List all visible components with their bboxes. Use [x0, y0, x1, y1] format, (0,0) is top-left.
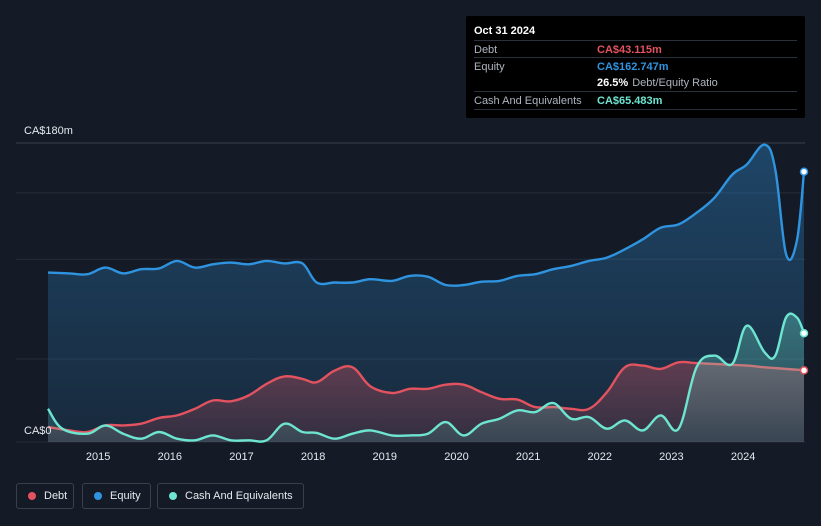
tooltip-cash-row: Cash And Equivalents CA$65.483m [474, 91, 797, 110]
legend-debt-dot [28, 492, 36, 500]
equity-area [48, 144, 804, 442]
legend-equity[interactable]: Equity [82, 483, 151, 509]
tooltip-debt-label: Debt [474, 44, 498, 56]
y-axis-min-label: CA$0 [24, 425, 52, 437]
x-tick-label: 2024 [730, 451, 756, 463]
equity-end-point [799, 167, 809, 176]
x-tick-label: 2022 [587, 451, 613, 463]
debt-end-point [799, 366, 809, 375]
legend-cash[interactable]: Cash And Equivalents [157, 483, 304, 509]
y-axis-max-label: CA$180m [24, 125, 73, 137]
tooltip-ratio-value: 26.5% Debt/Equity Ratio [597, 77, 718, 89]
tooltip-equity-row: Equity CA$162.747m [474, 57, 797, 75]
equity-line [47, 143, 806, 288]
tooltip-ratio-number: 26.5% [597, 77, 629, 89]
tooltip-equity-label: Equity [474, 61, 505, 73]
tooltip-panel: Oct 31 2024 Debt CA$43.115m Equity CA$16… [466, 16, 805, 118]
x-tick-label: 2016 [157, 451, 183, 463]
x-tick-label: 2018 [300, 451, 326, 463]
cash-end-point [799, 328, 809, 338]
tooltip-equity-value: CA$162.747m [597, 61, 669, 73]
cash-line [46, 312, 806, 443]
x-tick-label: 2020 [444, 451, 469, 463]
legend-cash-dot [169, 492, 177, 500]
tooltip-debt-value: CA$43.115m [597, 44, 662, 56]
tooltip-cash-label: Cash And Equivalents [474, 95, 582, 107]
tooltip-date: Oct 31 2024 [474, 25, 536, 37]
legend-equity-dot [94, 492, 102, 500]
tooltip-ratio-row: 26.5% Debt/Equity Ratio [474, 74, 797, 91]
x-tick-label: 2021 [515, 451, 541, 463]
tooltip-ratio-label: Debt/Equity Ratio [632, 77, 718, 89]
legend-cash-label: Cash And Equivalents [185, 490, 293, 502]
tooltip-debt-row: Debt CA$43.115m [474, 40, 797, 58]
x-tick-label: 2017 [229, 451, 254, 463]
x-tick-label: 2019 [372, 451, 398, 463]
cash-area [48, 313, 804, 442]
legend-debt[interactable]: Debt [16, 483, 74, 509]
tooltip-cash-value: CA$65.483m [597, 95, 663, 107]
legend-debt-label: Debt [44, 490, 68, 502]
legend-equity-label: Equity [110, 490, 141, 502]
x-tick-label: 2023 [659, 451, 684, 463]
x-tick-label: 2015 [85, 451, 111, 463]
